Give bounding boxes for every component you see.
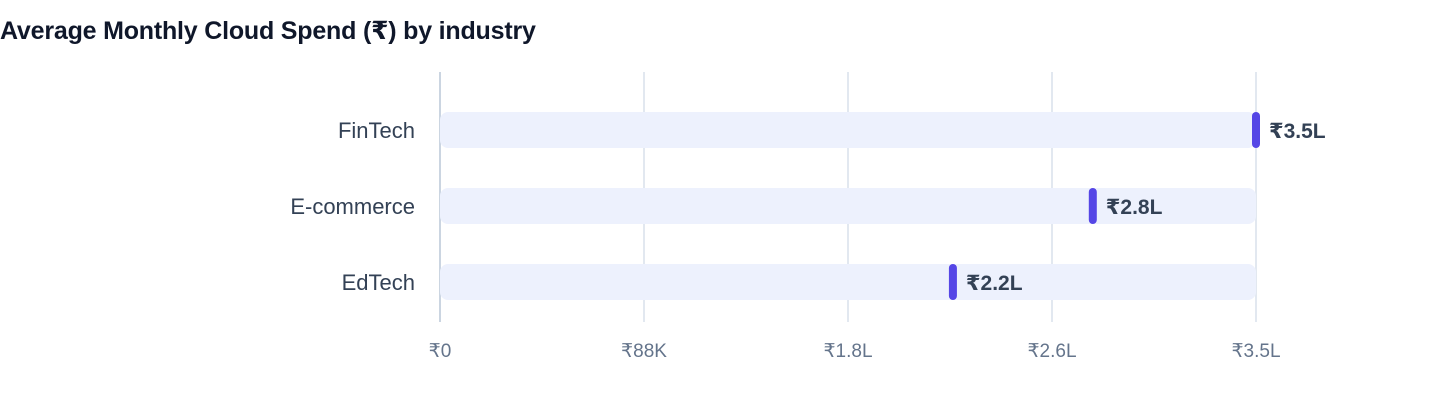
value-label: ₹3.5L [1269,120,1326,143]
category-label: FinTech [338,118,415,143]
value-labels: ₹3.5L ₹2.8L ₹2.2L [966,120,1326,295]
bar-track [440,188,1256,224]
x-tick-label: ₹1.8L [823,341,872,362]
bar-marker[interactable] [1252,112,1260,148]
category-label: E-commerce [290,194,415,219]
category-label: EdTech [342,270,415,295]
bar-markers [948,112,1260,300]
x-tick-label: ₹2.6L [1027,341,1076,362]
value-label: ₹2.8L [1106,196,1163,219]
bar-tracks [440,112,1256,300]
x-axis-ticks: ₹0 ₹88K ₹1.8L ₹2.6L ₹3.5L [429,341,1281,362]
x-tick-label: ₹88K [621,341,667,362]
bar-marker[interactable] [948,264,957,300]
category-labels: FinTech E-commerce EdTech [290,118,415,295]
x-tick-label: ₹0 [429,341,452,362]
chart-title: Average Monthly Cloud Spend (₹) by indus… [0,17,536,45]
value-label: ₹2.2L [966,272,1023,295]
x-tick-label: ₹3.5L [1231,341,1280,362]
bar-marker[interactable] [1088,188,1097,224]
bar-track [440,264,1256,300]
bar-track [440,112,1256,148]
